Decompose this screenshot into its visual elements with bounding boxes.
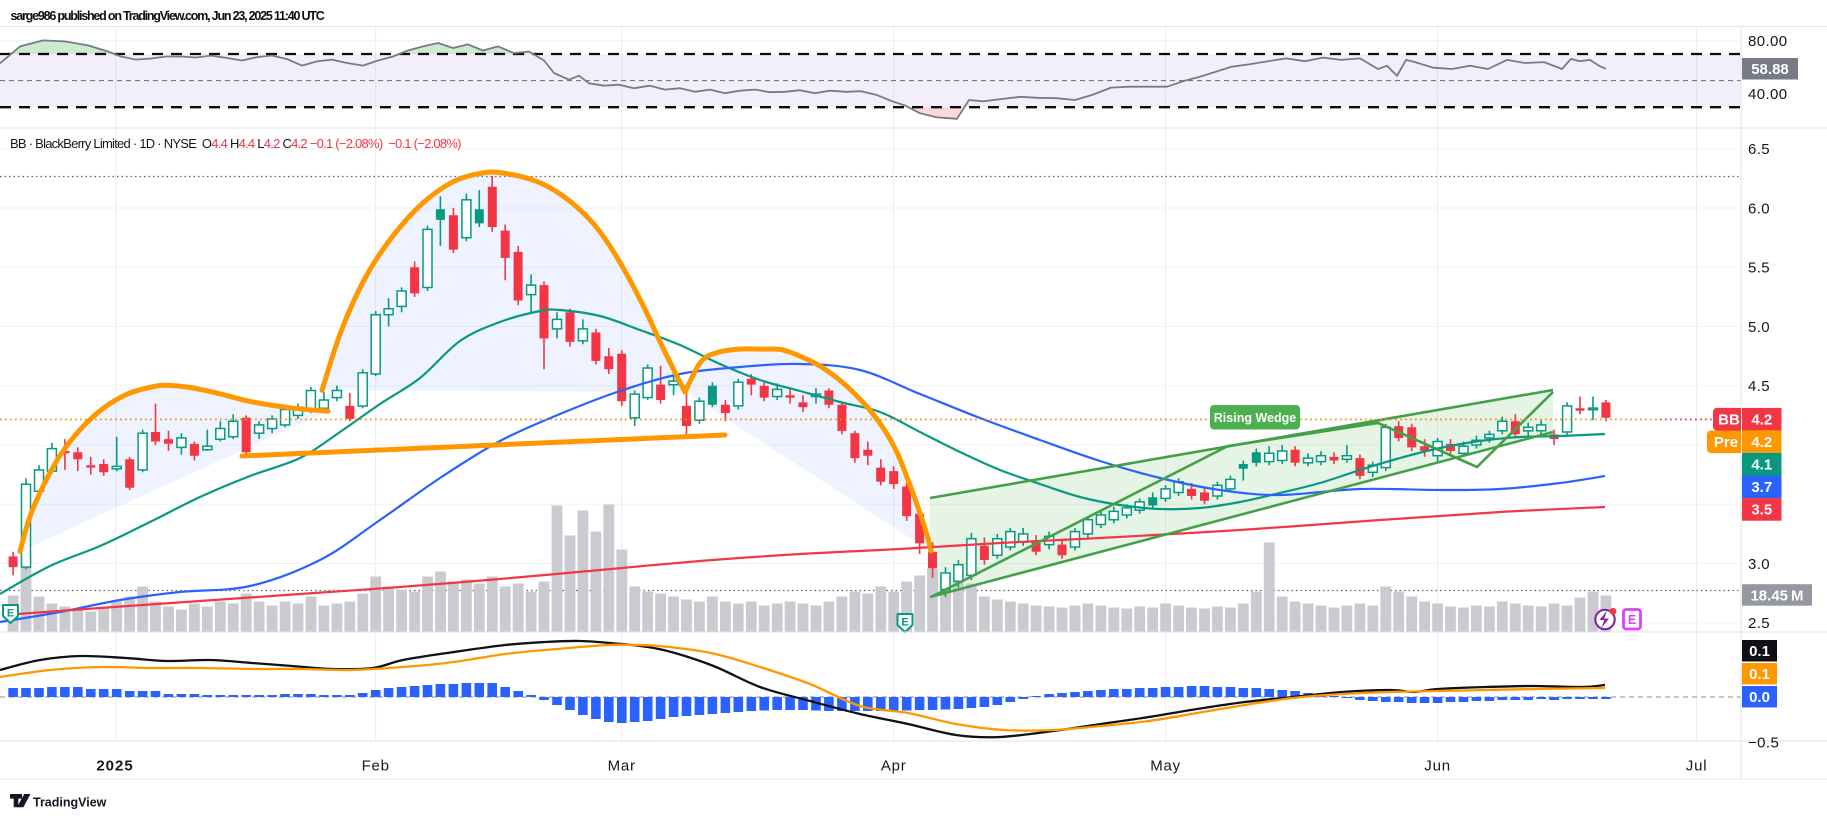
- svg-text:Jul: Jul: [1686, 758, 1708, 775]
- svg-text:58.88: 58.88: [1751, 61, 1789, 78]
- svg-text:BB · BlackBerry Limited · 1D ·: BB · BlackBerry Limited · 1D · NYSE O4.4…: [10, 136, 461, 151]
- svg-text:4.5: 4.5: [1748, 378, 1770, 395]
- svg-text:6.5: 6.5: [1748, 141, 1770, 158]
- svg-text:E: E: [7, 608, 14, 620]
- svg-text:Mar: Mar: [608, 758, 636, 775]
- svg-text:0.1: 0.1: [1749, 666, 1770, 683]
- svg-text:Rising Wedge: Rising Wedge: [1214, 411, 1296, 425]
- svg-text:3.0: 3.0: [1748, 556, 1770, 573]
- svg-text:18.45 M: 18.45 M: [1750, 587, 1803, 604]
- svg-text:80.00: 80.00: [1748, 33, 1788, 50]
- svg-text:4.2: 4.2: [1751, 434, 1772, 451]
- svg-text:E: E: [1628, 613, 1636, 627]
- svg-text:0.1: 0.1: [1749, 643, 1770, 660]
- svg-text:3.5: 3.5: [1751, 502, 1772, 519]
- svg-text:2.5: 2.5: [1748, 615, 1770, 632]
- svg-text:4.1: 4.1: [1751, 457, 1772, 474]
- svg-text:5.5: 5.5: [1748, 260, 1770, 277]
- svg-text:0.0: 0.0: [1749, 689, 1770, 706]
- svg-text:4.2: 4.2: [1751, 412, 1772, 429]
- svg-text:40.00: 40.00: [1748, 86, 1788, 103]
- svg-text:3.7: 3.7: [1751, 479, 1772, 496]
- svg-text:Apr: Apr: [881, 758, 907, 775]
- svg-text:sarge986 published on TradingV: sarge986 published on TradingView.com, J…: [11, 9, 325, 23]
- svg-text:6.0: 6.0: [1748, 200, 1770, 217]
- svg-text:E: E: [901, 617, 908, 629]
- svg-text:5.0: 5.0: [1748, 319, 1770, 336]
- svg-text:BB: BB: [1718, 412, 1740, 429]
- svg-text:2025: 2025: [96, 758, 133, 775]
- svg-text:Pre: Pre: [1714, 434, 1738, 451]
- svg-text:Jun: Jun: [1424, 758, 1451, 775]
- svg-text:Feb: Feb: [362, 758, 390, 775]
- svg-text:TradingView: TradingView: [33, 796, 107, 810]
- svg-text:−0.5: −0.5: [1748, 734, 1779, 751]
- svg-text:May: May: [1150, 758, 1181, 775]
